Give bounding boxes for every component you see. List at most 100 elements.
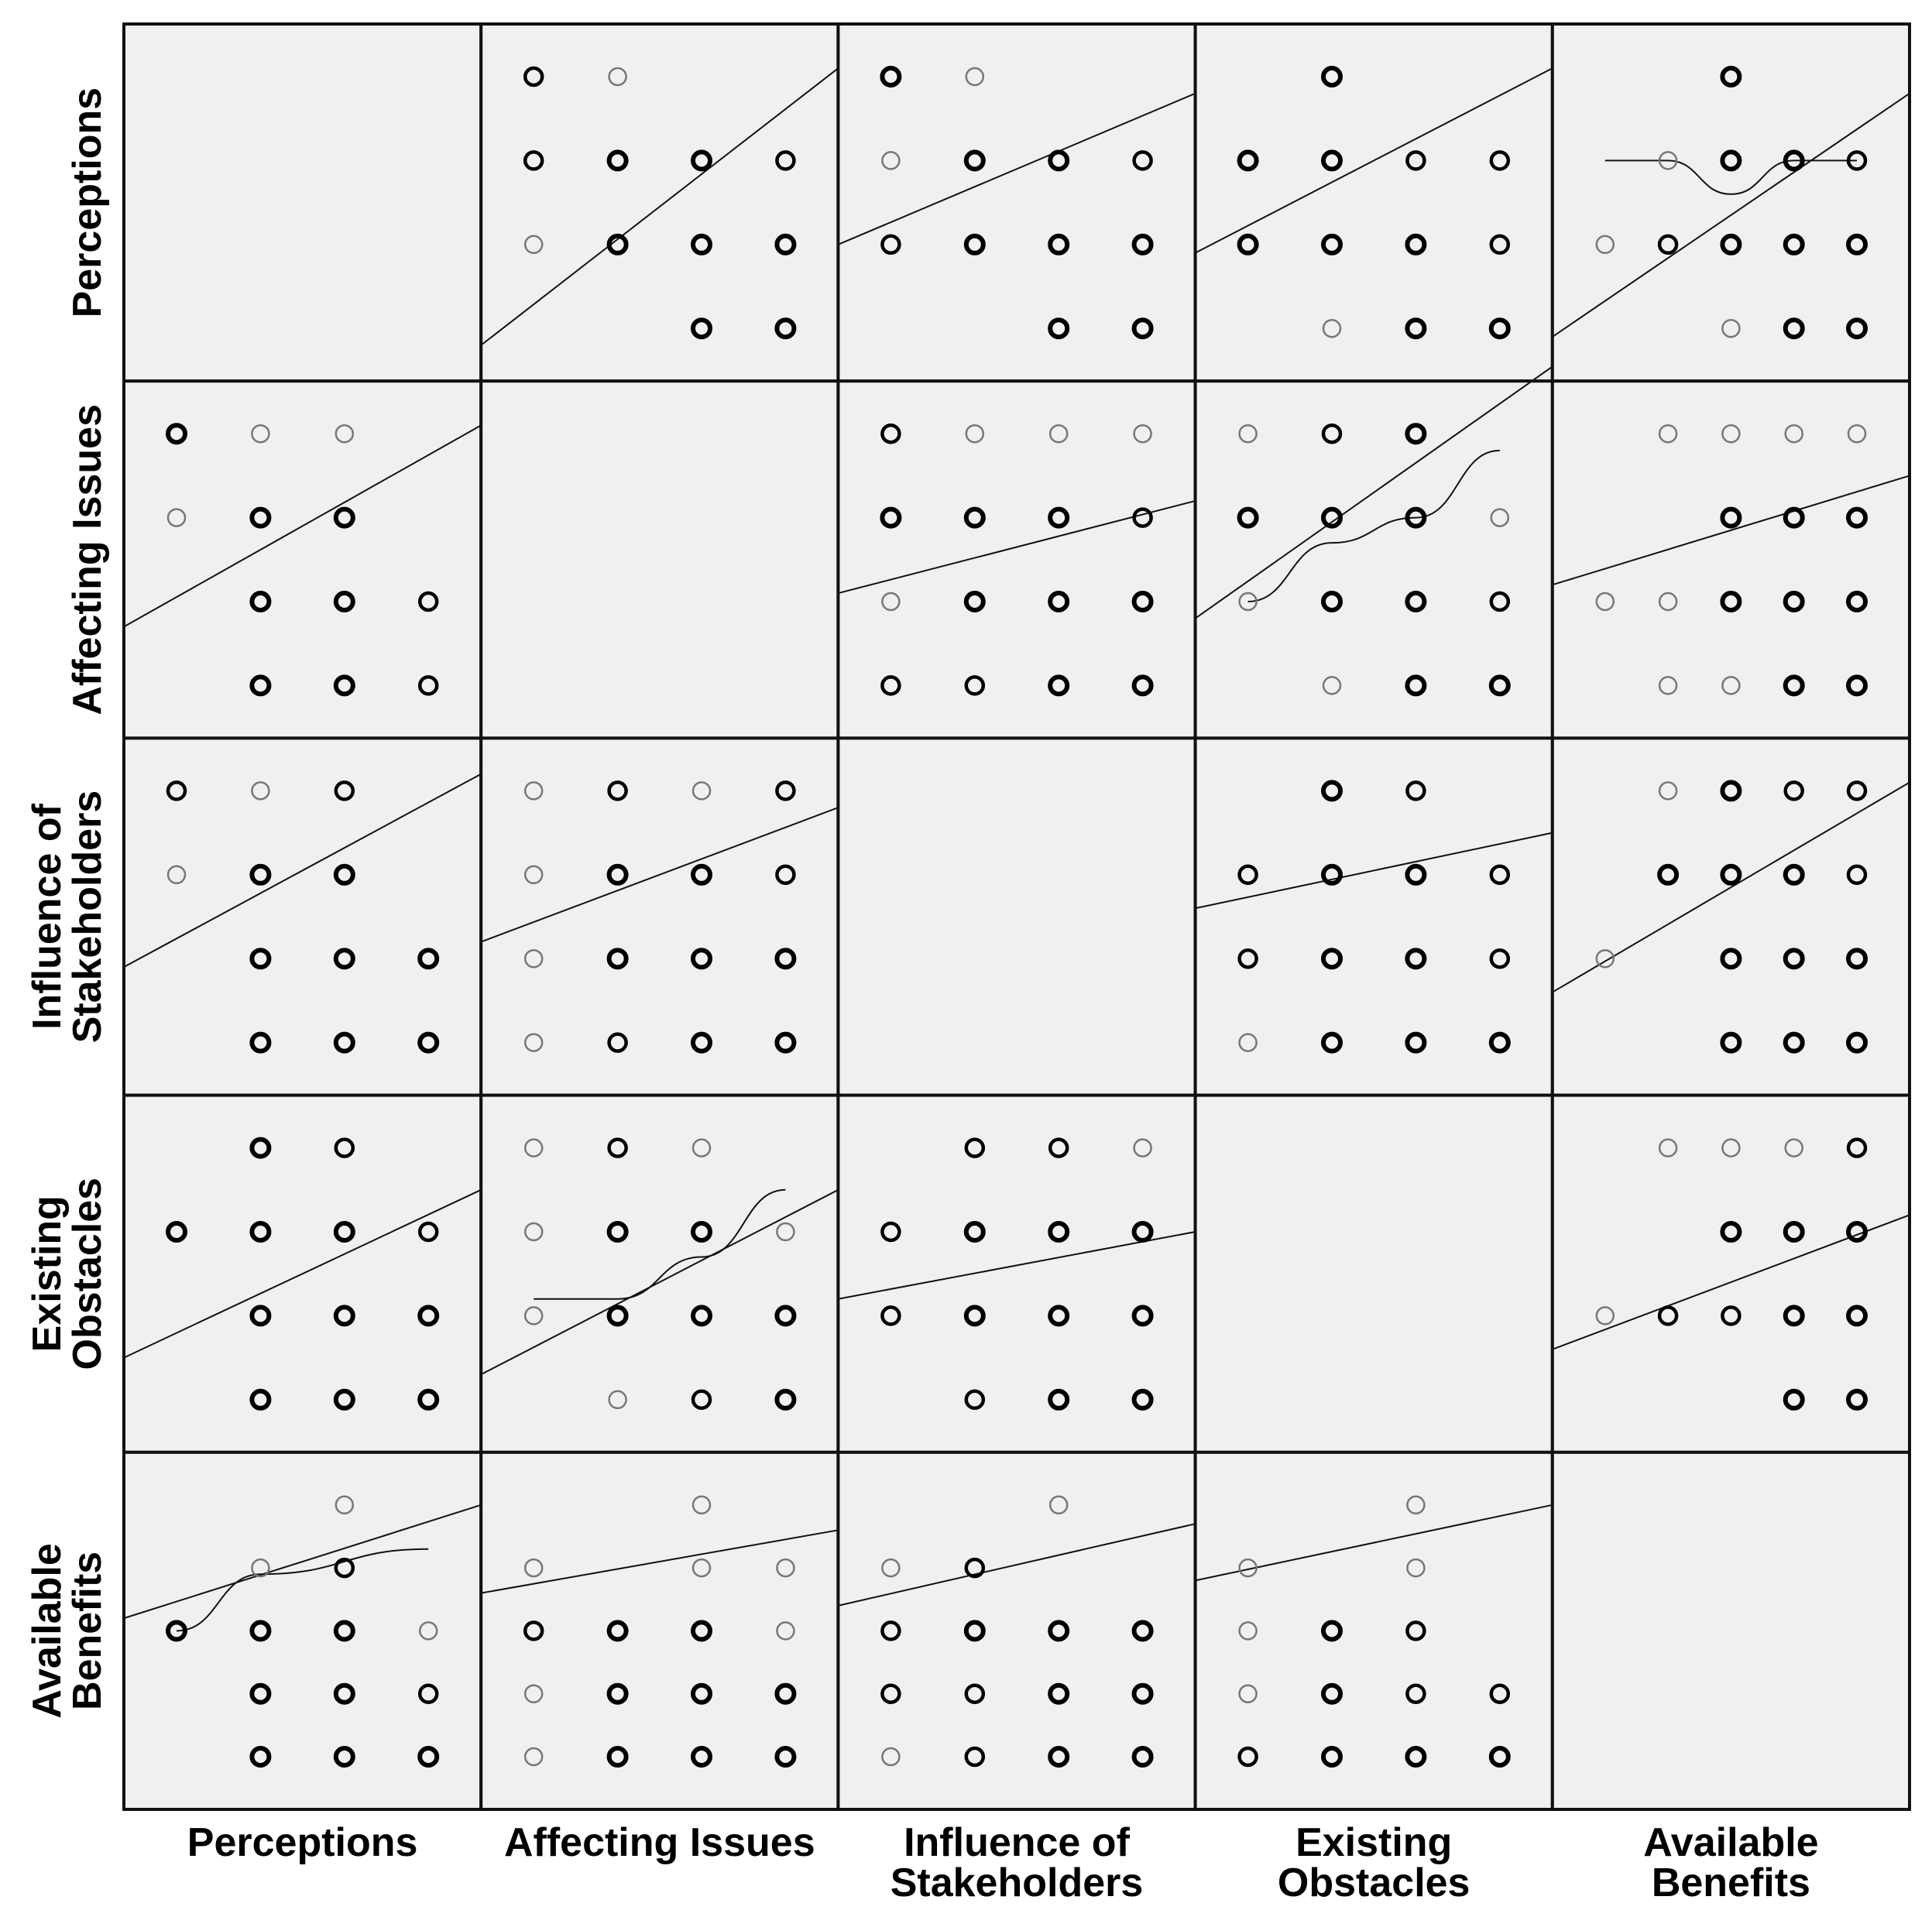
- data-point: [333, 674, 355, 697]
- data-point: [774, 1746, 797, 1768]
- panel-bg-r4-c1: [479, 1450, 840, 1812]
- data-point: [1846, 948, 1868, 970]
- data-point: [1846, 591, 1868, 612]
- data-point: [523, 1222, 544, 1242]
- data-point: [417, 1305, 440, 1327]
- data-point: [606, 233, 629, 255]
- data-point: [691, 149, 712, 172]
- data-point: [1321, 66, 1343, 87]
- data-point: [417, 591, 439, 612]
- frame-layer: [123, 23, 1910, 1810]
- data-point: [963, 233, 986, 255]
- data-point: [1405, 948, 1427, 970]
- data-point: [1238, 1684, 1258, 1703]
- data-point: [691, 948, 712, 970]
- data-point: [1048, 424, 1069, 444]
- data-point: [1238, 1033, 1258, 1052]
- data-point: [1405, 1620, 1426, 1641]
- data-point: [881, 592, 901, 612]
- panel-bg-r3-c4: [1550, 1093, 1912, 1454]
- data-point: [774, 1682, 797, 1705]
- data-point: [1846, 1388, 1868, 1411]
- data-point: [249, 1031, 272, 1054]
- data-point: [333, 506, 355, 529]
- data-point: [417, 1031, 440, 1054]
- loess-curve: [1604, 159, 1857, 195]
- panel-bg-r1-c4: [1550, 379, 1912, 740]
- data-point: [1846, 780, 1868, 801]
- data-point: [1048, 149, 1070, 172]
- data-point: [1048, 233, 1070, 255]
- fit-line: [1195, 1504, 1553, 1582]
- data-point: [1847, 424, 1867, 444]
- data-point: [691, 1305, 712, 1327]
- data-point: [1321, 1746, 1343, 1768]
- data-point: [1489, 948, 1511, 969]
- fit-line: [1552, 781, 1910, 993]
- data-point: [606, 149, 629, 172]
- data-point: [608, 67, 627, 87]
- data-point: [335, 424, 355, 444]
- data-point: [1237, 1746, 1258, 1768]
- fit-line: [481, 1529, 839, 1594]
- data-point: [880, 1221, 901, 1243]
- data-point: [1048, 1746, 1070, 1768]
- data-point: [880, 66, 902, 87]
- y-axis-label-existing-obstacles-line2: Obstacles: [65, 1178, 110, 1370]
- data-point: [166, 865, 187, 885]
- panel-bg-r1-c0: [122, 379, 483, 740]
- y-axis-label-existing-obstacles-line1: Existing: [25, 1195, 70, 1352]
- panel-affecting-issues-vs-available-benefits: [1552, 424, 1910, 697]
- data-point: [1132, 150, 1153, 171]
- data-point: [608, 1390, 627, 1410]
- data-point: [1657, 234, 1679, 255]
- data-point: [964, 1557, 986, 1579]
- x-axis-label-influence-of-stakeholders-line2: Stakeholders: [891, 1860, 1144, 1905]
- data-point: [1048, 1137, 1069, 1158]
- data-point: [1490, 508, 1510, 527]
- data-point: [1595, 235, 1615, 255]
- panel-bg-r0-c2: [836, 22, 1197, 383]
- data-point: [1405, 423, 1427, 445]
- data-point: [691, 1558, 712, 1578]
- data-point: [1846, 674, 1868, 697]
- data-point: [691, 317, 712, 340]
- data-point: [1406, 1495, 1426, 1515]
- data-point: [880, 1683, 901, 1704]
- data-point: [1405, 591, 1427, 612]
- data-point: [775, 780, 796, 801]
- data-point: [964, 1746, 986, 1768]
- data-point: [1846, 317, 1868, 340]
- data-point: [335, 1495, 355, 1515]
- x-axis-label-perceptions: Perceptions: [187, 1820, 418, 1865]
- data-point: [417, 948, 440, 970]
- fit-line: [1552, 92, 1910, 338]
- data-point: [1405, 317, 1427, 340]
- data-point: [1405, 506, 1427, 529]
- data-point: [1720, 863, 1742, 886]
- fit-line: [838, 92, 1196, 245]
- data-point: [880, 423, 901, 444]
- data-point: [1658, 424, 1678, 444]
- data-point: [1595, 592, 1615, 612]
- fit-line: [480, 1188, 839, 1376]
- y-axis-label-available-benefits-line2: Benefits: [65, 1552, 110, 1710]
- panel-existing-obstacles-vs-available-benefits: [1552, 1137, 1910, 1411]
- data-point: [523, 1684, 544, 1703]
- data-point: [333, 1682, 355, 1705]
- x-axis-label-existing-obstacles-line2: Obstacles: [1278, 1860, 1470, 1905]
- data-point: [775, 864, 796, 886]
- data-point: [249, 863, 272, 886]
- panel-bg-r1-c1: [479, 379, 840, 740]
- data-point: [1237, 948, 1258, 969]
- data-point: [333, 863, 355, 886]
- data-point: [691, 233, 712, 255]
- data-point: [523, 66, 544, 87]
- fit-line: [1195, 365, 1553, 619]
- data-point: [333, 591, 355, 612]
- y-axis-label-affecting-issues: Affecting Issues: [65, 404, 110, 715]
- data-point: [249, 1137, 272, 1159]
- data-point: [691, 1221, 712, 1243]
- data-point: [1783, 317, 1805, 340]
